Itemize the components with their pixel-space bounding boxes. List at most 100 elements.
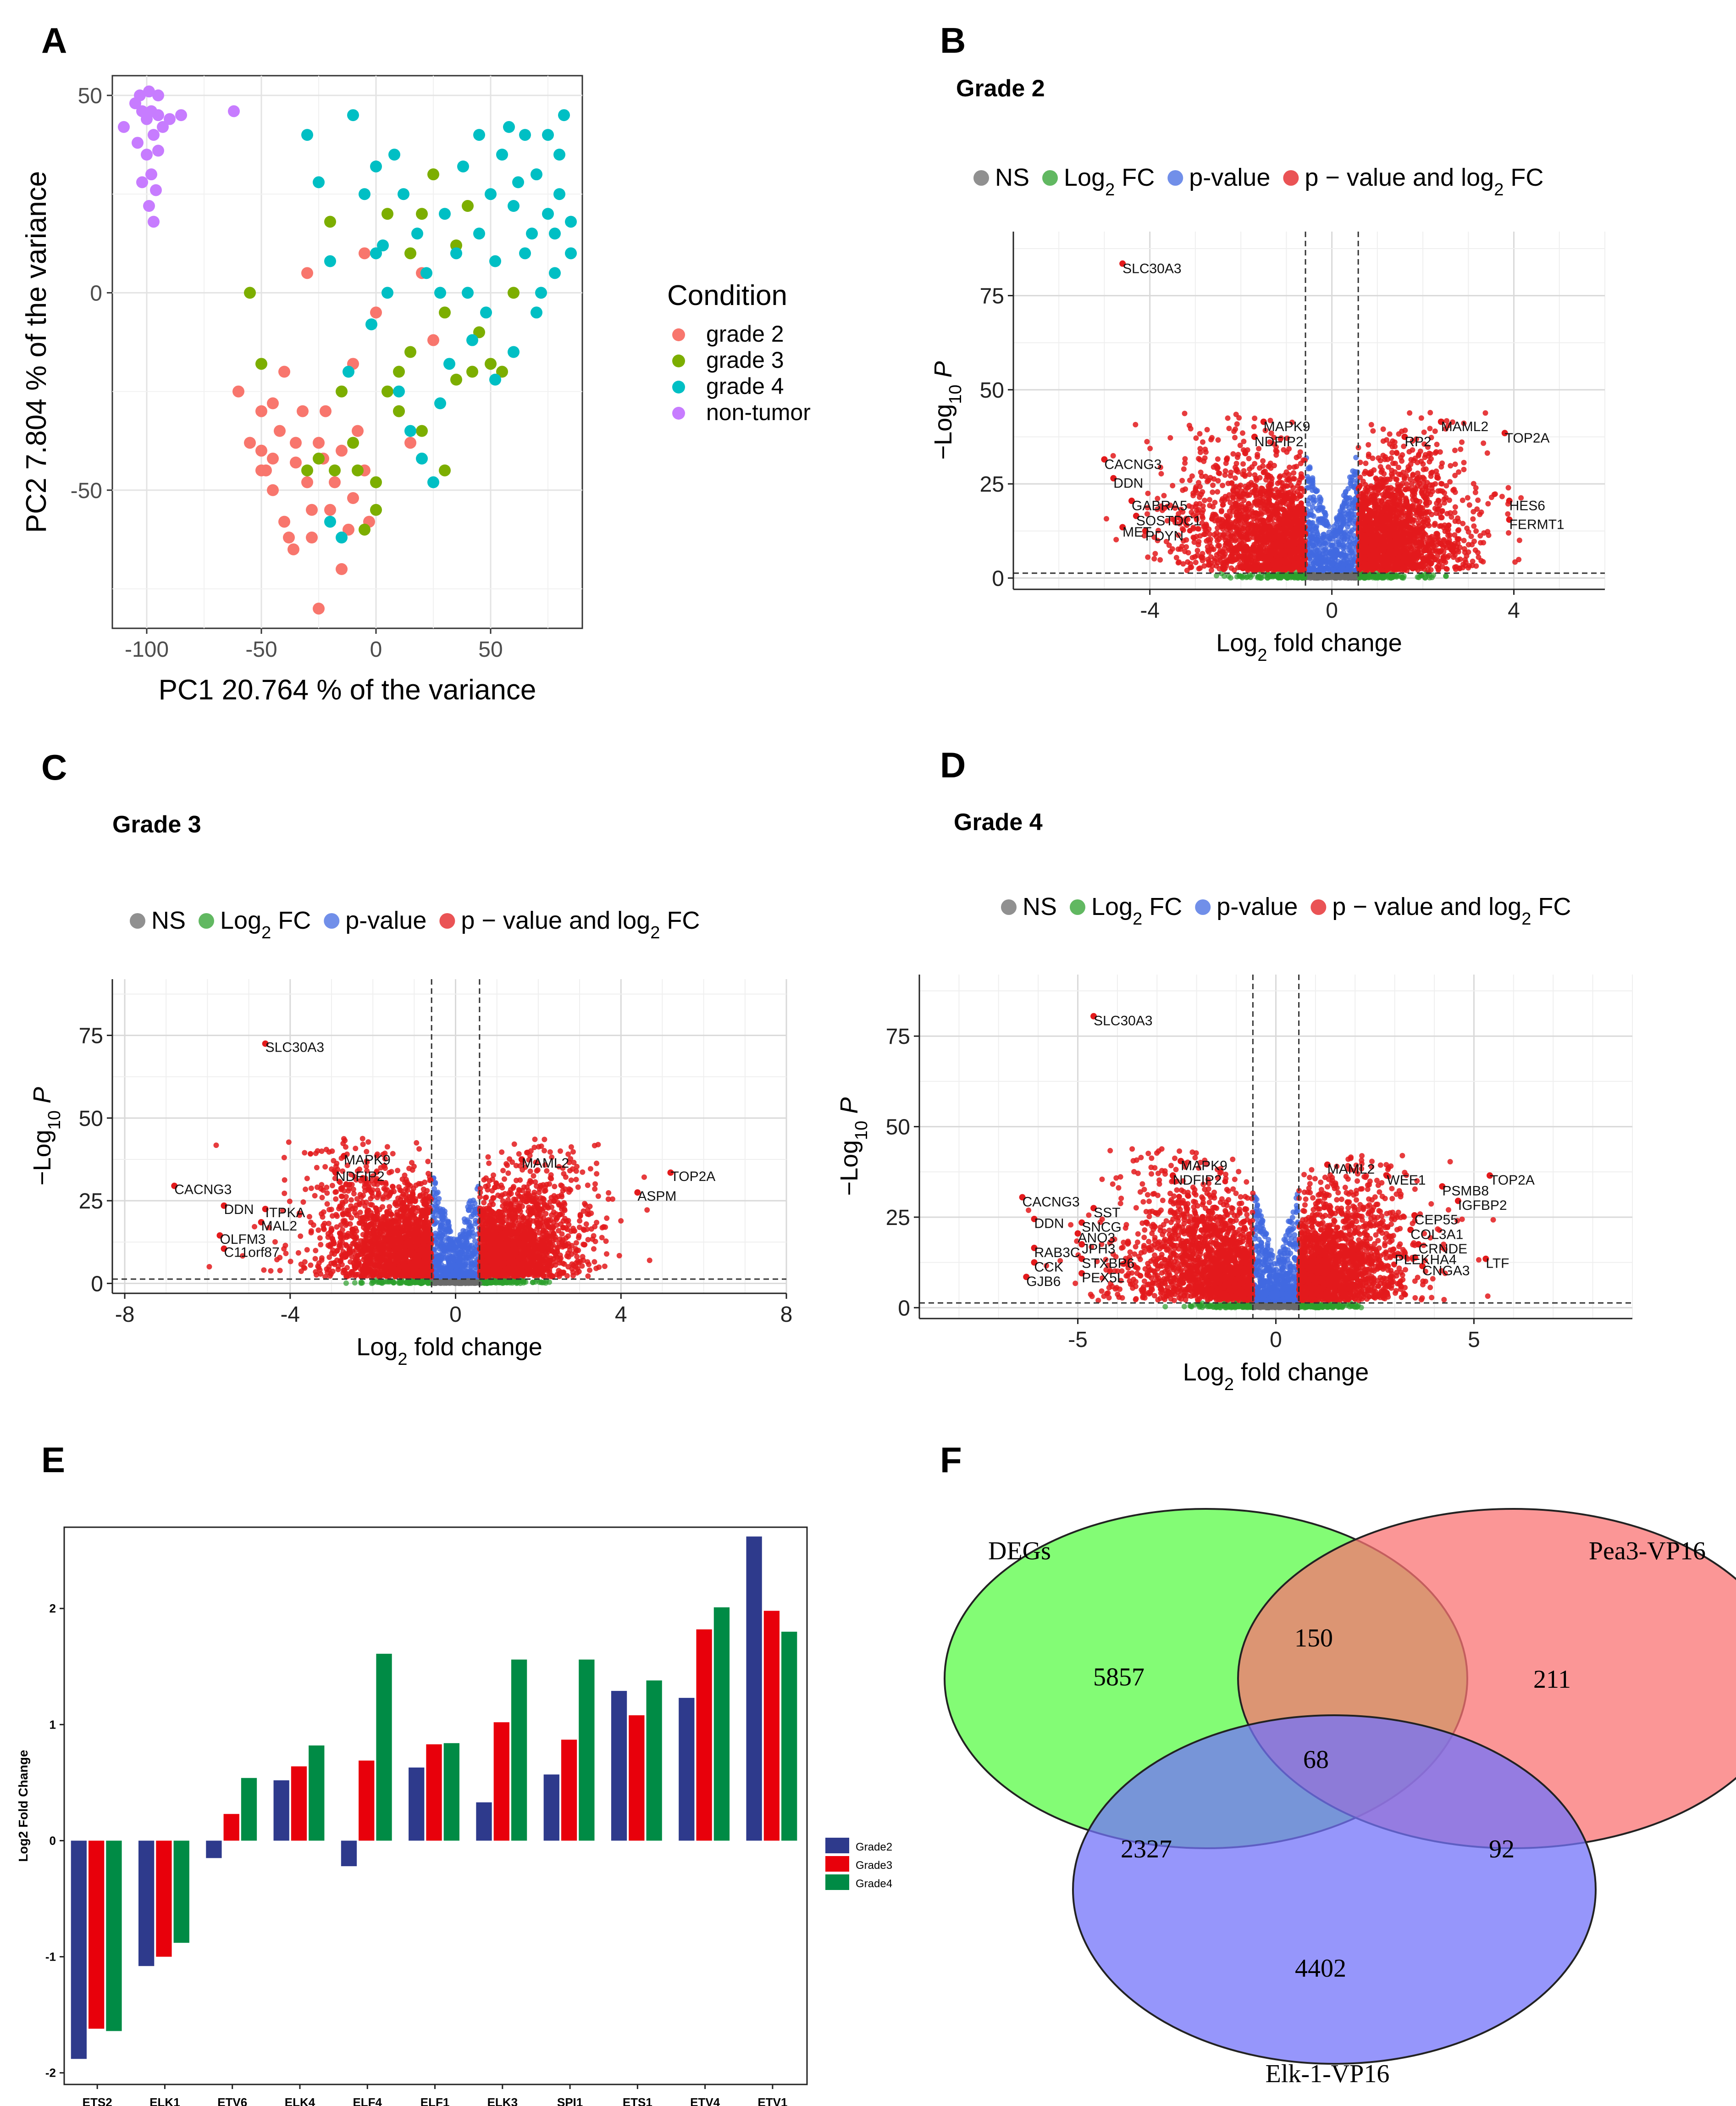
pca-point-grade-3 xyxy=(496,366,508,378)
pca-point-grade-4 xyxy=(485,188,497,200)
volcano-point xyxy=(1472,547,1478,553)
pca-point-grade-2 xyxy=(301,267,313,279)
pca-y-tick-label: 50 xyxy=(78,84,102,108)
volcano-point xyxy=(1438,481,1444,487)
pca-point-grade-3 xyxy=(359,523,370,536)
volcano-point xyxy=(1183,537,1189,543)
pca-point-non-tumor xyxy=(141,149,153,161)
volcano-point xyxy=(1382,562,1388,568)
volcano-point xyxy=(1340,508,1346,514)
volcano-point xyxy=(1200,507,1206,513)
volcano-point xyxy=(1251,424,1257,430)
volcano-point xyxy=(1421,508,1426,514)
volcano-x-tick-label: 4 xyxy=(1508,599,1520,623)
pca-point-non-tumor xyxy=(118,121,130,133)
volcano-point xyxy=(1444,566,1450,572)
volcano-legend-label: Log2 FC xyxy=(1064,164,1155,200)
volcano-point xyxy=(1323,512,1329,518)
volcano-point xyxy=(1183,486,1189,492)
volcano-point xyxy=(1198,469,1204,475)
volcano-point xyxy=(1213,513,1219,519)
volcano-point xyxy=(1283,490,1288,496)
volcano-point xyxy=(1232,538,1238,544)
volcano-point xyxy=(1255,452,1261,458)
pca-point-grade-3 xyxy=(244,287,256,299)
volcano-point xyxy=(1268,465,1274,471)
volcano-point xyxy=(1363,532,1369,538)
volcano-point xyxy=(1485,501,1491,507)
volcano-point xyxy=(1414,512,1420,518)
pca-point-grade-4 xyxy=(388,149,400,161)
volcano-point xyxy=(1404,535,1410,541)
volcano-point xyxy=(1227,542,1233,548)
volcano-x-tick-label: -4 xyxy=(1140,599,1160,623)
volcano-point xyxy=(1318,517,1324,523)
pca-point-grade-4 xyxy=(519,129,531,141)
pca-point-grade-3 xyxy=(381,385,393,398)
volcano-point xyxy=(1376,504,1382,510)
volcano-point xyxy=(1211,532,1217,538)
volcano-point xyxy=(1345,524,1351,530)
panel-letter-a: A xyxy=(41,20,67,61)
volcano-point xyxy=(1197,494,1203,500)
pca-point-non-tumor xyxy=(152,109,164,122)
volcano-point xyxy=(1408,562,1414,568)
pca-point-grade-3 xyxy=(427,168,439,181)
pca-point-grade-4 xyxy=(549,267,561,279)
volcano-point xyxy=(1286,503,1292,509)
volcano-point xyxy=(1287,494,1293,500)
pca-point-grade-4 xyxy=(434,397,446,410)
pca-y-axis-label: PC2 7.804 % of the variance xyxy=(21,171,52,533)
pca-point-grade-4 xyxy=(553,149,565,161)
volcano-point xyxy=(1332,547,1338,553)
volcano-point xyxy=(1388,485,1393,491)
volcano-point xyxy=(1325,567,1331,573)
volcano-point xyxy=(1257,475,1263,481)
pca-point-grade-4 xyxy=(526,227,538,240)
volcano-point xyxy=(1310,487,1316,493)
volcano-point xyxy=(1471,523,1477,529)
volcano-point xyxy=(1448,463,1454,469)
pca-point-grade-4 xyxy=(377,239,389,252)
volcano-point xyxy=(1478,558,1484,564)
pca-point-grade-4 xyxy=(508,346,520,358)
volcano-point xyxy=(1222,551,1228,557)
volcano-point xyxy=(1393,567,1399,573)
volcano-point xyxy=(1378,523,1384,529)
pca-x-tick-label: -100 xyxy=(125,637,169,662)
volcano-point xyxy=(1227,473,1233,479)
pca-point-grade-4 xyxy=(542,129,554,141)
volcano-grade3-panel: Grade 3NS Log2 FC p-value p − value and log… xyxy=(28,811,792,1369)
volcano-point xyxy=(1235,506,1241,512)
volcano-point xyxy=(1170,482,1176,488)
pca-point-grade-3 xyxy=(439,306,451,319)
volcano-point xyxy=(1331,567,1337,573)
volcano-point xyxy=(1234,551,1240,557)
volcano-point xyxy=(1390,506,1396,512)
volcano-point xyxy=(1193,560,1199,565)
volcano-point xyxy=(1383,554,1389,560)
volcano-point xyxy=(1307,525,1313,531)
volcano-point xyxy=(1193,435,1199,441)
volcano-point xyxy=(1210,489,1216,495)
volcano-point xyxy=(1349,557,1355,563)
volcano-point xyxy=(1353,454,1359,460)
volcano-point xyxy=(1475,497,1481,503)
volcano-point xyxy=(1298,541,1304,547)
pca-point-grade-4 xyxy=(427,476,439,488)
volcano-point xyxy=(1415,520,1421,526)
volcano-point xyxy=(1295,504,1301,510)
volcano-point xyxy=(1398,490,1404,496)
volcano-point xyxy=(1455,515,1461,521)
volcano-point xyxy=(1215,489,1221,495)
volcano-point xyxy=(1434,553,1440,559)
pca-point-grade-3 xyxy=(404,346,416,358)
volcano-point xyxy=(1345,512,1351,518)
volcano-point xyxy=(1394,477,1400,482)
pca-point-non-tumor xyxy=(132,137,144,149)
volcano-point xyxy=(1230,451,1236,457)
volcano-point xyxy=(1375,510,1381,515)
pca-point-grade-3 xyxy=(462,200,474,212)
volcano-point xyxy=(1328,560,1334,566)
